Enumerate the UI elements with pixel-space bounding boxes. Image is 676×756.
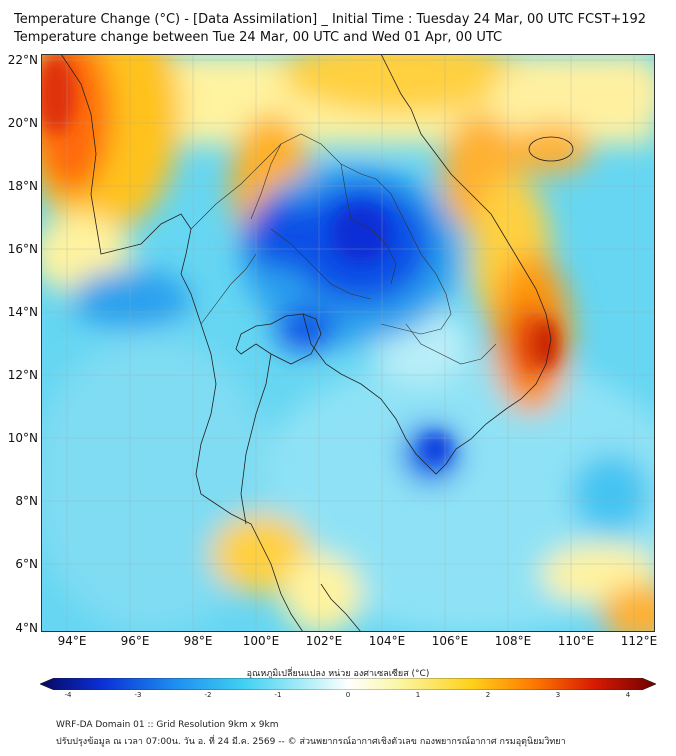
graticule [41,54,655,632]
lon-tick: 110°E [557,634,595,648]
borders [190,133,497,365]
colorbar-tick: 3 [555,691,561,699]
lat-tick: 14°N [7,305,38,319]
colorbar-tick: -1 [274,691,282,699]
lat-tick: 22°N [7,53,38,67]
coastlines [60,54,574,632]
colorbar-tick: 0 [345,691,351,699]
lat-tick: 12°N [7,368,38,382]
colorbar-tick: 1 [415,691,421,699]
lon-tick: 108°E [494,634,532,648]
colorbar-label: อุณหภูมิเปลี่ยนแปลง หน่วย องศาเซลเซียส (… [246,669,430,679]
lat-tick: 16°N [7,242,38,256]
map-subtitle: Temperature change between Tue 24 Mar, 0… [14,30,503,45]
lat-tick: 20°N [7,116,38,130]
lon-tick: 96°E [120,634,150,648]
footer-model-info: WRF-DA Domain 01 :: Grid Resolution 9km … [56,720,279,730]
lat-tick: 18°N [7,179,38,193]
colorbar-tick: -4 [64,691,72,699]
lon-tick: 104°E [368,634,406,648]
lat-tick: 4°N [15,621,38,635]
colorbar [40,678,656,690]
lon-tick: 106°E [431,634,469,648]
lon-tick: 112°E [620,634,658,648]
colorbar-tick: -3 [134,691,142,699]
lat-tick: 6°N [15,557,38,571]
colorbar-tick: 4 [625,691,631,699]
colorbar-tick: -2 [204,691,212,699]
footer-credit: ปรับปรุงข้อมูล ณ เวลา 07:00น. วัน อ. ที่… [56,737,566,747]
lon-tick: 100°E [242,634,280,648]
lon-tick: 102°E [305,634,343,648]
temperature-change-map [41,54,655,632]
lon-tick: 94°E [57,634,87,648]
lat-tick: 8°N [15,494,38,508]
lat-tick: 10°N [7,431,38,445]
shaded-field [41,54,655,632]
colorbar-tick: 2 [485,691,491,699]
lon-tick: 98°E [183,634,213,648]
map-title: Temperature Change (°C) - [Data Assimila… [14,12,647,27]
